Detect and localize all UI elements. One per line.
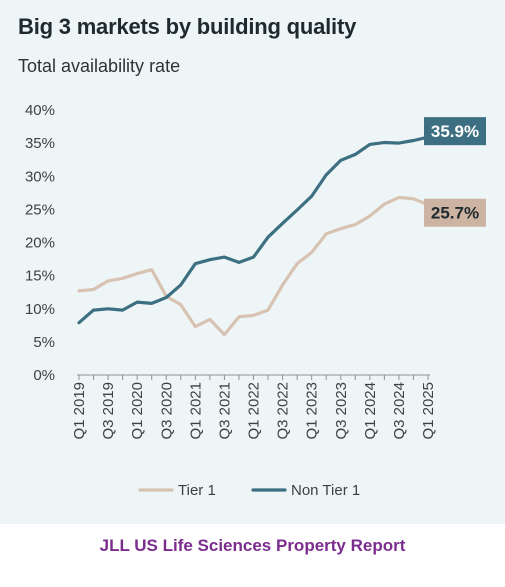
tier-1-end-label-box [424, 198, 486, 227]
x-tick-label: Q1 2024 [362, 382, 379, 440]
non-tier-1-end-label: 35.9% [431, 122, 479, 141]
x-tick-label: Q3 2024 [391, 382, 408, 440]
x-tick-label: Q1 2022 [246, 382, 263, 440]
y-tick-label: 30% [25, 168, 55, 185]
y-tick-label: 40% [25, 102, 55, 119]
y-tick-label: 20% [25, 235, 55, 252]
x-tick-label: Q3 2022 [275, 382, 292, 440]
x-tick-label: Q1 2019 [71, 382, 88, 440]
x-tick-label: Q1 2023 [304, 382, 321, 440]
y-tick-label: 5% [33, 334, 55, 351]
y-tick-label: 35% [25, 135, 55, 152]
legend-label-tier-1: Tier 1 [178, 482, 216, 499]
tier-1-line [77, 195, 430, 337]
y-tick-label: 25% [25, 201, 55, 218]
non-tier-1-end-label-box [424, 117, 486, 146]
line-chart: 0% 5% 10% 15% 20% 25% 30% 35% 40% Q1 2019 Q3 2019 Q… [25, 102, 486, 499]
x-tick-label: Q1 2021 [187, 382, 204, 440]
y-tick-label: 15% [25, 268, 55, 285]
y-tick-label: 0% [33, 367, 55, 384]
x-tick-label: Q3 2020 [158, 382, 175, 440]
non-tier-1-line [77, 135, 430, 325]
x-tick-label: Q1 2020 [129, 382, 146, 440]
report-footer: JLL US Life Sciences Property Report [99, 536, 406, 555]
legend-label-non-tier-1: Non Tier 1 [291, 482, 360, 499]
x-tick-label: Q3 2021 [216, 382, 233, 440]
tier-1-end-label: 25.7% [431, 204, 479, 223]
chart-subtitle: Total availability rate [18, 56, 181, 76]
x-tick-label: Q3 2019 [100, 382, 117, 440]
x-tick-label: Q1 2025 [420, 382, 437, 440]
y-tick-label: 10% [25, 301, 55, 318]
x-tick-label: Q3 2023 [333, 382, 350, 440]
chart-title: Big 3 markets by building quality [18, 14, 357, 39]
chart-card: Big 3 markets by building quality Total … [0, 0, 505, 524]
